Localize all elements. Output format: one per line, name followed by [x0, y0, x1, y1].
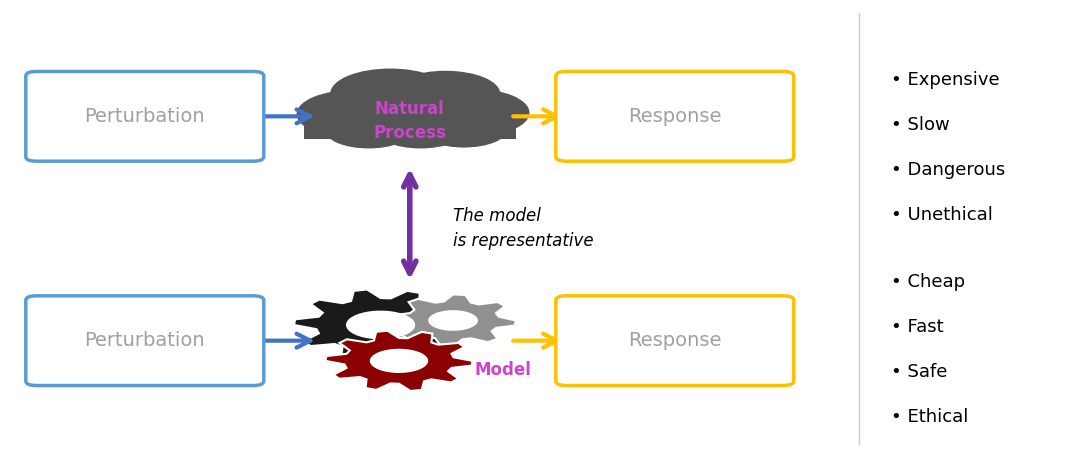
Text: • Unethical: • Unethical	[892, 206, 993, 224]
Text: • Dangerous: • Dangerous	[892, 161, 1005, 179]
Text: • Cheap: • Cheap	[892, 273, 966, 292]
Polygon shape	[428, 310, 477, 331]
Circle shape	[421, 111, 507, 147]
Polygon shape	[390, 294, 516, 346]
FancyBboxPatch shape	[26, 71, 264, 161]
Text: • Ethical: • Ethical	[892, 408, 969, 426]
Text: Response: Response	[628, 107, 722, 126]
Text: • Fast: • Fast	[892, 318, 944, 336]
Text: • Expensive: • Expensive	[892, 71, 1000, 90]
Circle shape	[391, 71, 499, 117]
Bar	[304, 120, 516, 139]
Text: Model: Model	[474, 361, 532, 379]
FancyBboxPatch shape	[556, 71, 794, 161]
Text: • Safe: • Safe	[892, 363, 947, 381]
Polygon shape	[326, 331, 473, 391]
Text: The model
is representative: The model is representative	[453, 207, 594, 250]
Polygon shape	[346, 311, 415, 339]
FancyBboxPatch shape	[26, 296, 264, 386]
Circle shape	[331, 69, 450, 118]
Circle shape	[375, 110, 467, 148]
Circle shape	[416, 90, 529, 136]
Circle shape	[298, 91, 410, 138]
FancyBboxPatch shape	[556, 296, 794, 386]
Polygon shape	[294, 290, 468, 361]
Text: Perturbation: Perturbation	[84, 107, 205, 126]
Circle shape	[326, 112, 412, 148]
Circle shape	[329, 77, 490, 144]
Text: • Slow: • Slow	[892, 117, 949, 134]
Text: Perturbation: Perturbation	[84, 331, 205, 350]
Text: Response: Response	[628, 331, 722, 350]
Polygon shape	[370, 349, 428, 373]
Text: Natural
Process: Natural Process	[374, 100, 446, 142]
